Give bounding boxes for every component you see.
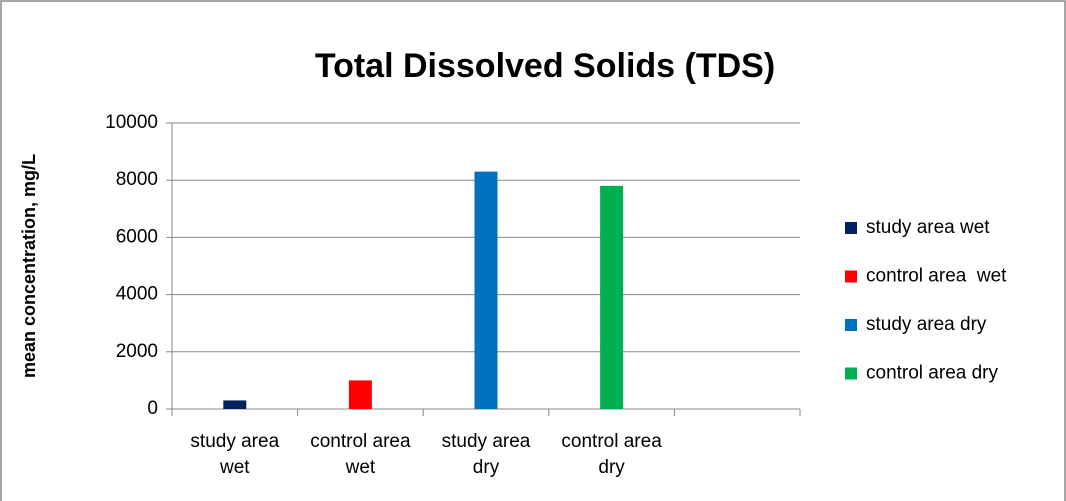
legend-label: study area wet	[866, 217, 990, 238]
bar	[600, 185, 624, 409]
y-tick-label: 10000	[105, 112, 158, 133]
bar	[348, 380, 372, 409]
x-tick-label: control area wet	[310, 431, 411, 478]
y-axis-label: mean concentration, mg/L	[19, 154, 39, 378]
legend-swatch	[845, 367, 857, 380]
legend-swatch	[845, 222, 857, 234]
chart-title: Total Dissolved Solids (TDS)	[315, 47, 775, 85]
y-tick-label: 8000	[116, 169, 158, 190]
y-tick-label: 4000	[116, 284, 158, 305]
bar	[474, 171, 498, 409]
y-tick-label: 2000	[116, 341, 158, 362]
x-tick-label: study area wet	[190, 431, 285, 478]
y-tick-label: 0	[147, 398, 158, 419]
legend-swatch	[845, 319, 857, 331]
legend-label: study area dry	[866, 314, 987, 335]
y-tick-label: 6000	[116, 226, 158, 247]
x-tick-label: study area dry	[441, 431, 536, 478]
x-tick-label: control area dry	[561, 431, 668, 478]
legend-label: control area dry	[866, 363, 999, 384]
bar	[223, 400, 247, 409]
legend-swatch	[845, 270, 857, 283]
legend-label: control area wet	[866, 266, 1007, 287]
